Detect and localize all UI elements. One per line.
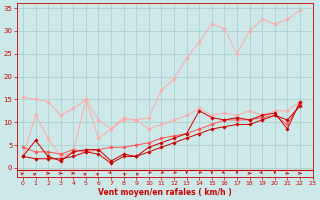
X-axis label: Vent moyen/en rafales ( km/h ): Vent moyen/en rafales ( km/h ): [98, 188, 231, 197]
